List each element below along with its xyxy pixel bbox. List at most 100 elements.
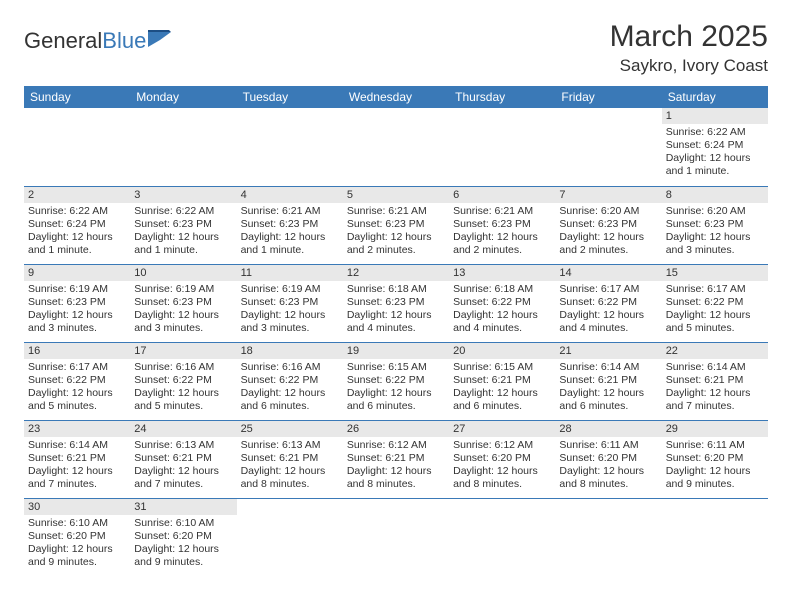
day-details: Sunrise: 6:10 AMSunset: 6:20 PMDaylight:…: [24, 515, 130, 574]
sunset-text: Sunset: 6:22 PM: [241, 374, 339, 387]
sunrise-text: Sunrise: 6:14 AM: [666, 361, 764, 374]
sunrise-text: Sunrise: 6:18 AM: [347, 283, 445, 296]
sunrise-text: Sunrise: 6:13 AM: [134, 439, 232, 452]
day-details: Sunrise: 6:16 AMSunset: 6:22 PMDaylight:…: [237, 359, 343, 418]
calendar-day-empty: [237, 108, 343, 186]
calendar-day: 28Sunrise: 6:11 AMSunset: 6:20 PMDayligh…: [555, 420, 661, 498]
calendar-day-empty: [449, 498, 555, 576]
day-number: 14: [555, 265, 661, 281]
calendar-table: SundayMondayTuesdayWednesdayThursdayFrid…: [24, 86, 768, 576]
calendar-day: 26Sunrise: 6:12 AMSunset: 6:21 PMDayligh…: [343, 420, 449, 498]
sunrise-text: Sunrise: 6:20 AM: [666, 205, 764, 218]
location: Saykro, Ivory Coast: [610, 56, 768, 76]
sunrise-text: Sunrise: 6:16 AM: [241, 361, 339, 374]
day-number: 22: [662, 343, 768, 359]
sunset-text: Sunset: 6:22 PM: [666, 296, 764, 309]
day-details: Sunrise: 6:14 AMSunset: 6:21 PMDaylight:…: [555, 359, 661, 418]
day-details: Sunrise: 6:10 AMSunset: 6:20 PMDaylight:…: [130, 515, 236, 574]
calendar-week: 2Sunrise: 6:22 AMSunset: 6:24 PMDaylight…: [24, 186, 768, 264]
daylight-text: Daylight: 12 hours and 3 minutes.: [134, 309, 232, 335]
day-number: 27: [449, 421, 555, 437]
daylight-text: Daylight: 12 hours and 4 minutes.: [559, 309, 657, 335]
title-block: March 2025 Saykro, Ivory Coast: [610, 20, 768, 76]
daylight-text: Daylight: 12 hours and 6 minutes.: [347, 387, 445, 413]
day-details: Sunrise: 6:22 AMSunset: 6:24 PMDaylight:…: [662, 124, 768, 183]
day-header: Friday: [555, 86, 661, 108]
daylight-text: Daylight: 12 hours and 4 minutes.: [347, 309, 445, 335]
sunset-text: Sunset: 6:22 PM: [28, 374, 126, 387]
sunrise-text: Sunrise: 6:19 AM: [134, 283, 232, 296]
calendar-day: 25 Sunrise: 6:13 AMSunset: 6:21 PMDayligh…: [237, 420, 343, 498]
daylight-text: Daylight: 12 hours and 2 minutes.: [559, 231, 657, 257]
day-number: 26: [343, 421, 449, 437]
day-number: 31: [130, 499, 236, 515]
day-number: 29: [662, 421, 768, 437]
day-details: Sunrise: 6:12 AMSunset: 6:20 PMDaylight:…: [449, 437, 555, 496]
sunset-text: Sunset: 6:21 PM: [453, 374, 551, 387]
sunrise-text: Sunrise: 6:11 AM: [559, 439, 657, 452]
calendar-day-empty: [343, 108, 449, 186]
sunset-text: Sunset: 6:21 PM: [134, 452, 232, 465]
day-details: Sunrise: 6:20 AMSunset: 6:23 PMDaylight:…: [555, 203, 661, 262]
calendar-day: 13Sunrise: 6:18 AMSunset: 6:22 PMDayligh…: [449, 264, 555, 342]
day-header: Thursday: [449, 86, 555, 108]
day-header: Wednesday: [343, 86, 449, 108]
day-details: Sunrise: 6:11 AMSunset: 6:20 PMDaylight:…: [662, 437, 768, 496]
daylight-text: Daylight: 12 hours and 5 minutes.: [28, 387, 126, 413]
day-details: Sunrise: 6:17 AMSunset: 6:22 PMDaylight:…: [555, 281, 661, 340]
calendar-day: 11Sunrise: 6:19 AMSunset: 6:23 PMDayligh…: [237, 264, 343, 342]
calendar-day-empty: [24, 108, 130, 186]
daylight-text: Daylight: 12 hours and 9 minutes.: [134, 543, 232, 569]
month-title: March 2025: [610, 20, 768, 54]
day-details: Sunrise: 6:21 AMSunset: 6:23 PMDaylight:…: [237, 203, 343, 262]
day-details: Sunrise: 6:12 AMSunset: 6:21 PMDaylight:…: [343, 437, 449, 496]
day-number: 17: [130, 343, 236, 359]
day-details: Sunrise: 6:21 AMSunset: 6:23 PMDaylight:…: [343, 203, 449, 262]
calendar-week: 9Sunrise: 6:19 AMSunset: 6:23 PMDaylight…: [24, 264, 768, 342]
calendar-day-empty: [449, 108, 555, 186]
calendar-day: 6Sunrise: 6:21 AMSunset: 6:23 PMDaylight…: [449, 186, 555, 264]
day-details: Sunrise: 6:18 AMSunset: 6:23 PMDaylight:…: [343, 281, 449, 340]
sunrise-text: Sunrise: 6:17 AM: [559, 283, 657, 296]
daylight-text: Daylight: 12 hours and 3 minutes.: [241, 309, 339, 335]
sunset-text: Sunset: 6:23 PM: [559, 218, 657, 231]
day-details: Sunrise: 6:19 AMSunset: 6:23 PMDaylight:…: [24, 281, 130, 340]
calendar-week: 1Sunrise: 6:22 AMSunset: 6:24 PMDaylight…: [24, 108, 768, 186]
sunrise-text: Sunrise: 6:12 AM: [453, 439, 551, 452]
day-number: 25: [237, 421, 343, 437]
day-number: 30: [24, 499, 130, 515]
day-number: 12: [343, 265, 449, 281]
calendar-day-empty: [130, 108, 236, 186]
sunset-text: Sunset: 6:21 PM: [28, 452, 126, 465]
sunset-text: Sunset: 6:20 PM: [134, 530, 232, 543]
day-header: Saturday: [662, 86, 768, 108]
calendar-day: 21Sunrise: 6:14 AMSunset: 6:21 PMDayligh…: [555, 342, 661, 420]
sunset-text: Sunset: 6:23 PM: [28, 296, 126, 309]
sunrise-text: Sunrise: 6:19 AM: [241, 283, 339, 296]
calendar-day: 22Sunrise: 6:14 AMSunset: 6:21 PMDayligh…: [662, 342, 768, 420]
calendar-day-empty: [343, 498, 449, 576]
daylight-text: Daylight: 12 hours and 8 minutes.: [347, 465, 445, 491]
daylight-text: Daylight: 12 hours and 8 minutes.: [241, 465, 339, 491]
sunrise-text: Sunrise: 6:17 AM: [666, 283, 764, 296]
daylight-text: Daylight: 12 hours and 6 minutes.: [559, 387, 657, 413]
day-header-row: SundayMondayTuesdayWednesdayThursdayFrid…: [24, 86, 768, 108]
day-number: 15: [662, 265, 768, 281]
sunset-text: Sunset: 6:23 PM: [241, 218, 339, 231]
day-number: 5: [343, 187, 449, 203]
sunset-text: Sunset: 6:21 PM: [241, 452, 339, 465]
sunrise-text: Sunrise: 6:13 AM: [241, 439, 339, 452]
sunset-text: Sunset: 6:23 PM: [134, 218, 232, 231]
day-number: 24: [130, 421, 236, 437]
sunrise-text: Sunrise: 6:20 AM: [559, 205, 657, 218]
daylight-text: Daylight: 12 hours and 2 minutes.: [347, 231, 445, 257]
calendar-day: 19Sunrise: 6:15 AMSunset: 6:22 PMDayligh…: [343, 342, 449, 420]
daylight-text: Daylight: 12 hours and 5 minutes.: [134, 387, 232, 413]
daylight-text: Daylight: 12 hours and 9 minutes.: [28, 543, 126, 569]
sunset-text: Sunset: 6:22 PM: [559, 296, 657, 309]
day-details: Sunrise: 6:17 AMSunset: 6:22 PMDaylight:…: [24, 359, 130, 418]
day-details: Sunrise: 6:15 AMSunset: 6:22 PMDaylight:…: [343, 359, 449, 418]
daylight-text: Daylight: 12 hours and 1 minute.: [666, 152, 764, 178]
sunrise-text: Sunrise: 6:21 AM: [453, 205, 551, 218]
daylight-text: Daylight: 12 hours and 1 minute.: [241, 231, 339, 257]
